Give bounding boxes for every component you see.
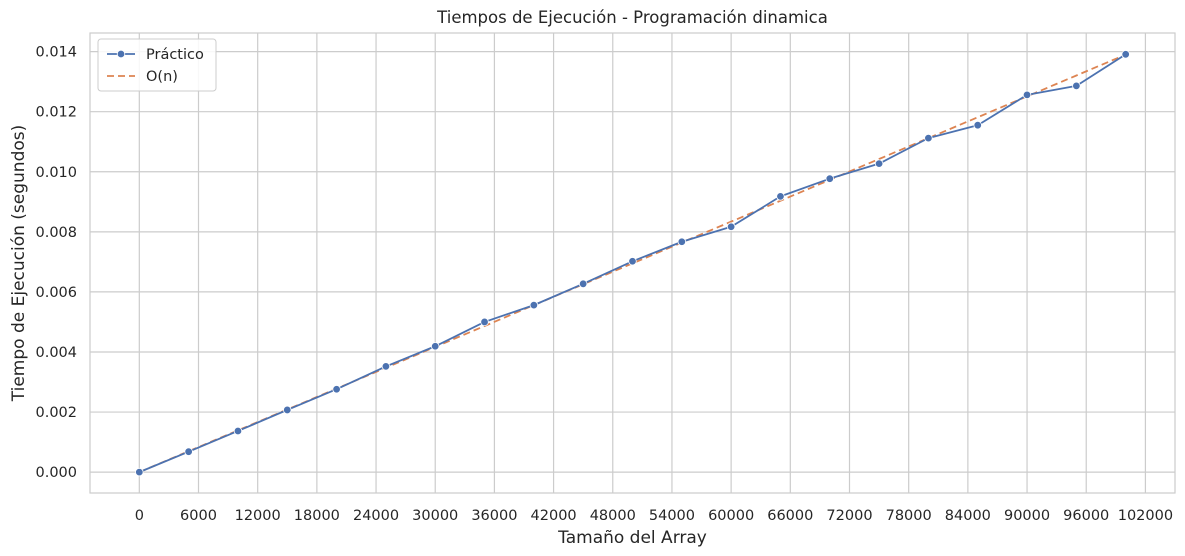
chart-title: Tiempos de Ejecución - Programación dina…	[436, 8, 828, 27]
y-tick-label: 0.000	[35, 465, 77, 481]
legend-label: O(n)	[146, 69, 178, 85]
data-point	[1121, 50, 1130, 59]
data-point	[529, 300, 539, 310]
x-tick-label: 24000	[353, 508, 399, 524]
plot-area-frame	[89, 32, 1176, 494]
data-point	[924, 133, 933, 143]
data-point	[726, 222, 736, 231]
x-tick-label: 72000	[826, 508, 872, 524]
data-point	[973, 121, 982, 130]
y-tick-label: 0.002	[35, 405, 77, 421]
x-tick-label: 30000	[412, 508, 458, 524]
legend-item: Práctico	[107, 47, 204, 63]
x-tick-label: 66000	[767, 508, 813, 524]
y-axis-title: Tiempo de Ejecución (segundos)	[9, 125, 29, 403]
data-point	[233, 426, 243, 436]
x-tick-label: 36000	[471, 508, 517, 524]
data-point	[1022, 90, 1032, 100]
series-layer	[135, 50, 1130, 477]
data-point	[332, 385, 341, 394]
legend-marker	[116, 49, 126, 59]
y-tick-label: 0.008	[35, 225, 77, 241]
data-point	[184, 447, 193, 456]
data-point	[825, 174, 834, 183]
gridlines	[90, 33, 1175, 493]
x-tick-label: 42000	[531, 508, 577, 524]
data-point	[135, 467, 144, 477]
x-tick-label: 48000	[590, 508, 636, 524]
axis-ticks: 0 6000 12000 18000 24000 30000 36000 42000 48000…	[35, 45, 1173, 524]
x-tick-label: 84000	[945, 508, 991, 524]
data-point	[431, 342, 440, 351]
data-point	[628, 257, 637, 266]
legend: Práctico O(n)	[97, 38, 217, 92]
data-point	[283, 405, 292, 415]
data-point	[1072, 81, 1081, 91]
y-tick-label: 0.010	[35, 165, 77, 181]
y-tick-label: 0.014	[35, 45, 77, 61]
x-tick-label: 78000	[886, 508, 932, 524]
legend-item: O(n)	[107, 69, 178, 85]
y-tick-label: 0.012	[35, 105, 77, 121]
series-practico	[135, 50, 1130, 477]
x-tick-label: 0	[135, 508, 144, 524]
x-tick-label: 90000	[1004, 508, 1050, 524]
x-axis-title: Tamaño del Array	[557, 528, 707, 548]
y-tick-label: 0.004	[35, 345, 77, 361]
data-point	[381, 362, 391, 371]
x-tick-label: 6000	[180, 508, 217, 524]
x-tick-label: 18000	[294, 508, 340, 524]
x-tick-label: 96000	[1063, 508, 1109, 524]
legend-box	[97, 38, 217, 92]
data-point	[480, 317, 489, 327]
data-point	[578, 279, 588, 288]
data-point	[677, 237, 687, 246]
data-point	[776, 192, 785, 201]
data-point	[874, 159, 884, 168]
x-tick-label: 102000	[1118, 508, 1173, 524]
x-tick-label: 54000	[649, 508, 695, 524]
legend-label: Práctico	[146, 47, 204, 63]
x-tick-label: 12000	[235, 508, 281, 524]
y-tick-label: 0.006	[35, 285, 77, 301]
x-tick-label: 60000	[708, 508, 754, 524]
